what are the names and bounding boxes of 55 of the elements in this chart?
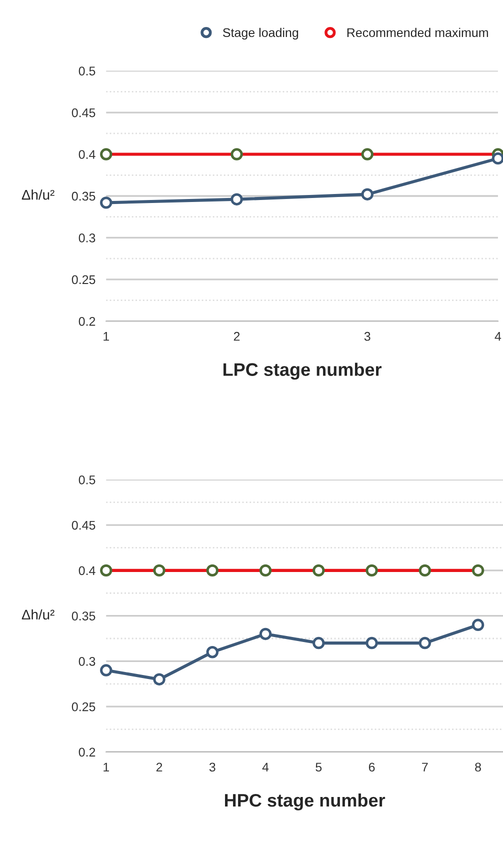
point xyxy=(472,564,484,577)
point xyxy=(259,564,272,577)
point xyxy=(418,564,432,577)
y-tick-label: 0.3 xyxy=(78,656,96,666)
y-tick-label: 0.35 xyxy=(72,612,96,620)
y-tick-label: 0.25 xyxy=(72,275,96,284)
point xyxy=(312,636,325,650)
y-tick-label: 0.2 xyxy=(78,316,96,326)
y-tick-label: 0.5 xyxy=(78,66,96,76)
point xyxy=(206,564,218,577)
y-tick-label: 0.25 xyxy=(72,702,96,712)
x-tick-label: 1 xyxy=(104,762,109,772)
y-tick-label: 0.35 xyxy=(72,192,96,201)
point xyxy=(366,564,378,577)
x-axis-title: HPC stage number xyxy=(225,793,386,810)
y-tick-label: 0.4 xyxy=(78,150,96,159)
point xyxy=(100,664,112,676)
y-tick-label: 0.3 xyxy=(78,234,96,242)
point xyxy=(361,148,374,160)
y-axis-title: Δh/u² xyxy=(22,609,54,620)
point xyxy=(259,628,272,640)
x-tick-label: 2 xyxy=(156,762,162,772)
point xyxy=(153,564,166,577)
x-tick-label: 3 xyxy=(364,332,370,341)
legend-label: Stage loading xyxy=(223,28,298,40)
y-axis-title: Δh/u² xyxy=(22,190,54,200)
point xyxy=(492,152,503,165)
point xyxy=(153,673,166,686)
y-tick-label: 0.2 xyxy=(78,748,96,757)
y-tick-label: 0.45 xyxy=(72,520,96,530)
point xyxy=(312,564,325,577)
y-tick-label: 0.45 xyxy=(72,108,96,118)
y-tick-label: 0.5 xyxy=(78,475,96,484)
point xyxy=(230,193,243,206)
point xyxy=(472,618,484,631)
x-tick-label: 4 xyxy=(494,332,502,341)
legend-label: Recommended maximum xyxy=(347,28,488,38)
x-tick-label: 4 xyxy=(262,762,269,772)
point xyxy=(361,188,374,200)
point xyxy=(206,646,218,658)
x-tick-label: 2 xyxy=(234,332,240,341)
point xyxy=(366,636,378,650)
y-tick-label: 0.4 xyxy=(78,566,96,576)
x-tick-label: 1 xyxy=(104,332,109,341)
x-axis-title: LPC stage number xyxy=(224,362,382,380)
point xyxy=(230,148,243,160)
point xyxy=(418,636,432,650)
point xyxy=(100,564,112,577)
x-tick-label: 8 xyxy=(475,762,481,772)
x-tick-label: 6 xyxy=(368,762,375,772)
point xyxy=(100,148,112,160)
x-tick-label: 3 xyxy=(209,762,216,772)
x-tick-label: 7 xyxy=(422,762,428,772)
x-tick-label: 5 xyxy=(316,762,322,772)
point xyxy=(100,196,112,209)
